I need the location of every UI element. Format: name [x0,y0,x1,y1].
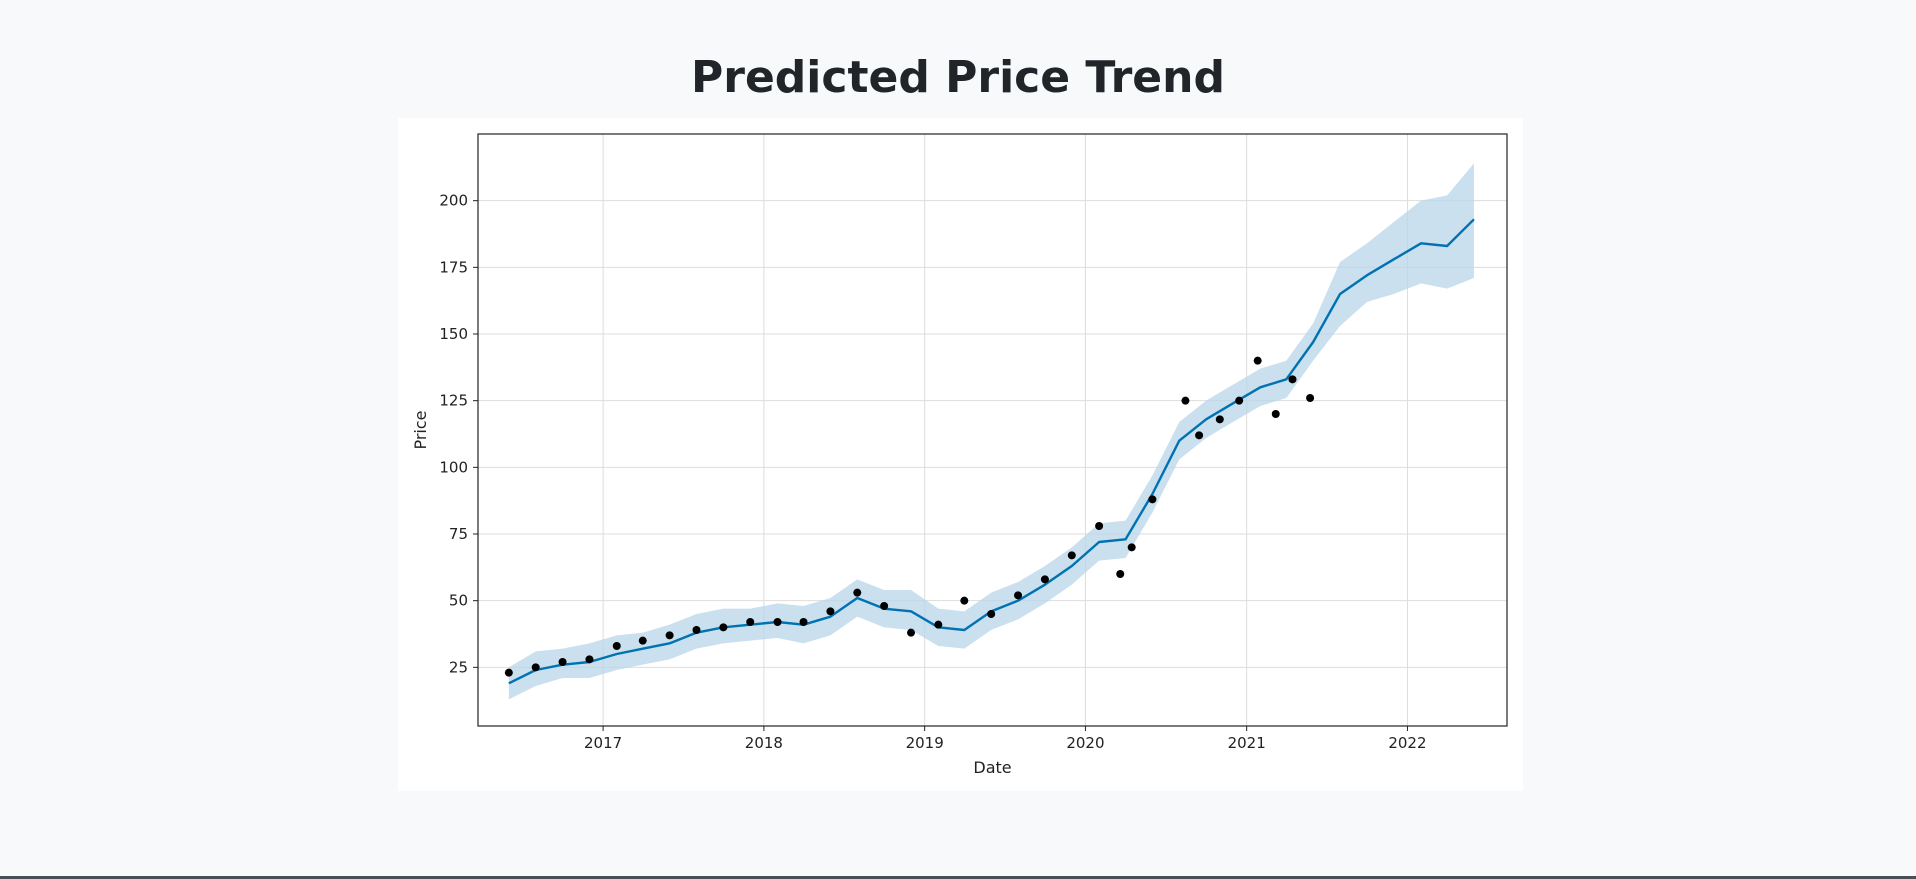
uncertainty-band-layer [508,163,1474,700]
observed-point [987,610,996,618]
observed-point [558,658,567,666]
observed-point [1095,522,1104,530]
bottom-edge-bar [0,876,1916,879]
observed-point [1288,375,1297,384]
observed-point [504,668,513,677]
observed-point [880,602,889,610]
x-tick-label: 2021 [1228,734,1266,752]
y-tick-label: 200 [439,192,468,210]
observed-point [746,618,755,626]
observed-point [612,642,621,650]
observed-point [719,623,728,632]
y-tick-label: 25 [449,658,468,676]
price-forecast-chart: 25 50 75 100 125 150 175 200 2017 2018 2019 2020 202… [411,133,1508,777]
chart-card: 25 50 75 100 125 150 175 200 2017 2018 2019 2020 202… [398,118,1523,791]
observed-points-layer [504,356,1315,677]
x-tick-label: 2019 [906,734,944,752]
observed-point [1040,575,1049,584]
x-tick-label: 2018 [745,734,783,752]
observed-point [585,655,594,664]
observed-point [1271,410,1280,418]
observed-point [907,628,916,637]
observed-point [934,620,943,629]
observed-point [826,607,835,616]
uncertainty-band [508,163,1474,700]
grid [478,134,1507,726]
observed-point [1148,495,1157,504]
plot-frame [477,133,1508,727]
observed-point [531,663,540,672]
observed-point [799,618,808,626]
observed-point [1253,356,1262,365]
observed-point [1014,591,1023,600]
observed-point [1235,396,1244,405]
observed-point [1215,415,1224,424]
observed-point [1306,394,1315,402]
observed-point [1181,396,1190,405]
y-tick-label: 50 [449,592,468,610]
observed-point [1195,431,1204,440]
observed-point [853,588,862,597]
y-tick-label: 75 [449,525,468,543]
observed-point [638,636,647,645]
x-tick-label: 2022 [1388,734,1426,752]
y-tick-label: 175 [439,258,468,276]
observed-point [665,631,674,640]
page-title: Predicted Price Trend [691,52,1225,103]
y-tick-label: 100 [439,458,468,476]
y-tick-label: 125 [439,392,468,410]
observed-point [1127,543,1136,552]
observed-point [692,626,701,634]
observed-point [960,596,969,605]
x-axis-label: Date [973,758,1011,777]
x-tick-label: 2017 [584,734,622,752]
x-tick-label: 2020 [1066,734,1104,752]
observed-point [1067,551,1076,560]
y-axis-label: Price [411,410,430,449]
observed-point [773,618,782,626]
observed-point [1116,570,1125,578]
y-tick-label: 150 [439,325,468,343]
axes: 25 50 75 100 125 150 175 200 2017 2018 2019 2020 202… [439,133,1508,752]
